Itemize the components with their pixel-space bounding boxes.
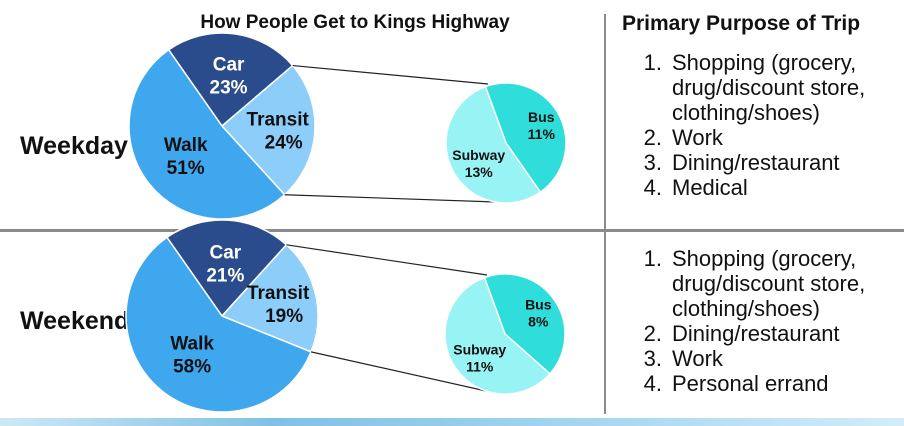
list-item: 4. Personal errand bbox=[643, 371, 829, 396]
breakdown-slice-bus bbox=[483, 273, 566, 375]
row-label-weekend: Weekend bbox=[20, 307, 130, 335]
connector-line-bottom bbox=[284, 194, 497, 203]
breakdown-slice-subway bbox=[444, 276, 551, 395]
pie-slice-walk bbox=[128, 48, 286, 220]
slice-label-walk: Walk bbox=[170, 334, 214, 355]
horizontal-divider bbox=[0, 229, 904, 232]
slice-value-transit: 24% bbox=[265, 132, 303, 153]
pie-slice-car bbox=[165, 219, 288, 318]
slice-value-car: 21% bbox=[206, 265, 244, 286]
connector-line-bottom bbox=[310, 351, 496, 394]
breakdown-label-subway: Subway bbox=[453, 342, 506, 358]
slice-label-walk: Walk bbox=[164, 135, 208, 156]
slice-label-transit: Transit bbox=[247, 283, 310, 304]
breakdown-value-bus: 11% bbox=[528, 126, 556, 142]
footer-band bbox=[0, 418, 904, 426]
chart-title: How People Get to Kings Highway bbox=[200, 12, 510, 33]
breakdown-value-bus: 8% bbox=[528, 313, 549, 329]
breakdown-value-subway: 11% bbox=[466, 359, 494, 375]
list-item: 1. Shopping (grocery, drug/discount store… bbox=[643, 50, 866, 125]
list-item: 4. Medical bbox=[643, 175, 748, 200]
row-label-weekday: Weekday bbox=[20, 132, 128, 160]
breakdown-label-subway: Subway bbox=[452, 147, 505, 163]
breakdown-slice-bus bbox=[484, 82, 567, 194]
slice-value-walk: 58% bbox=[173, 357, 211, 378]
slice-label-car: Car bbox=[210, 242, 242, 263]
vertical-divider bbox=[604, 14, 606, 414]
connector-line-top bbox=[292, 64, 489, 85]
list-item: 3. Dining/restaurant bbox=[643, 150, 840, 175]
pie-slice-car bbox=[167, 32, 294, 128]
slice-value-car: 23% bbox=[210, 77, 248, 98]
breakdown-value-subway: 13% bbox=[465, 164, 494, 180]
purpose-list-weekend: 1. Shopping (grocery, drug/discount store… bbox=[626, 246, 896, 396]
breakdown-label-bus: Bus bbox=[525, 296, 552, 312]
breakdown-label-bus: Bus bbox=[528, 109, 555, 125]
slice-value-walk: 51% bbox=[167, 158, 205, 179]
breakdown-slice-subway bbox=[445, 85, 542, 204]
slice-label-transit: Transit bbox=[247, 109, 310, 130]
purpose-title: Primary Purpose of Trip bbox=[622, 12, 861, 35]
slice-value-transit: 19% bbox=[265, 306, 303, 327]
pie-slice-transit bbox=[220, 64, 316, 196]
pie-slice-walk bbox=[125, 236, 313, 413]
list-item: 3. Work bbox=[643, 346, 723, 371]
slice-label-car: Car bbox=[213, 54, 245, 75]
connector-line-top bbox=[286, 244, 488, 276]
list-item: 2. Dining/restaurant bbox=[643, 321, 840, 346]
list-item: 2. Work bbox=[643, 125, 723, 150]
list-item: 1. Shopping (grocery, drug/discount store… bbox=[643, 246, 866, 321]
purpose-list-weekday: 1. Shopping (grocery, drug/discount store… bbox=[626, 50, 896, 200]
